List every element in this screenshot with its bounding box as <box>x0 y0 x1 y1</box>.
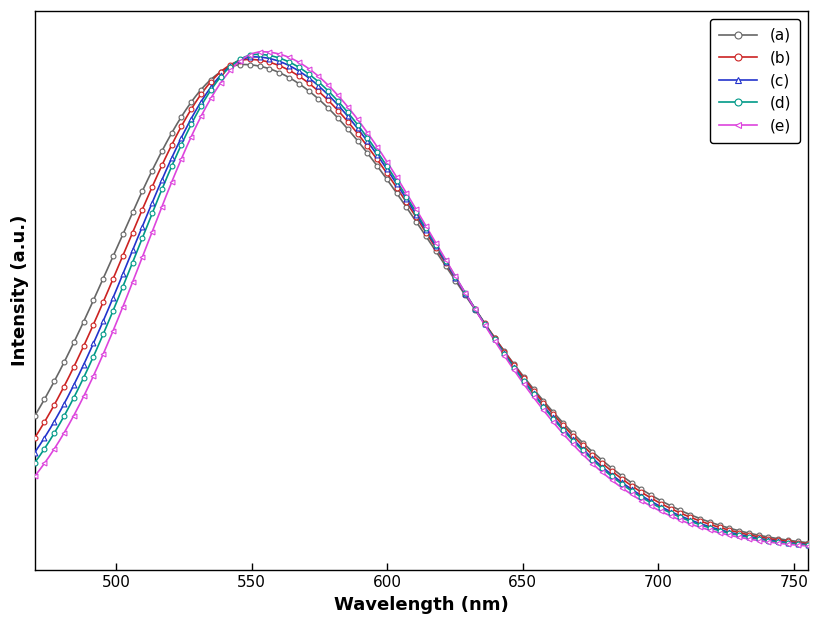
Legend: (a), (b), (c), (d), (e): (a), (b), (c), (d), (e) <box>709 19 800 142</box>
Y-axis label: Intensity (a.u.): Intensity (a.u.) <box>12 215 29 366</box>
X-axis label: Wavelength (nm): Wavelength (nm) <box>334 596 509 614</box>
